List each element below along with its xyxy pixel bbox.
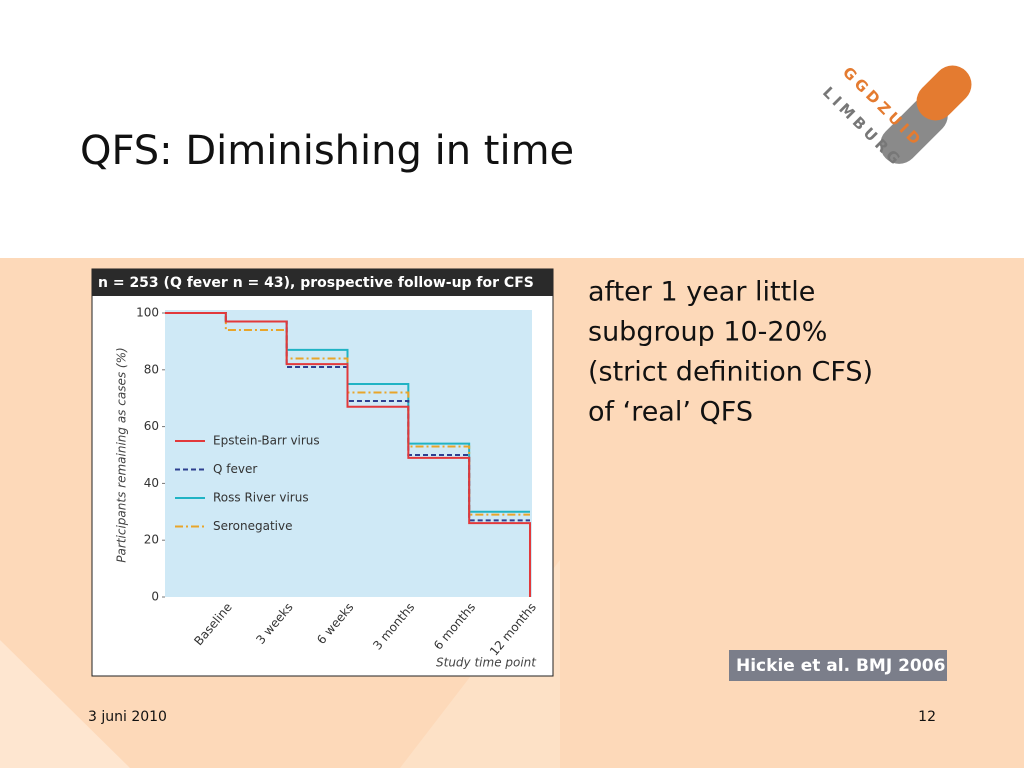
y-tick-label: 100 — [136, 306, 159, 320]
chart-title: n = 253 (Q fever n = 43), prospective fo… — [98, 275, 534, 291]
bullet-line: subgroup 10-20% — [588, 317, 827, 348]
slide-title: QFS: Diminishing in time — [80, 128, 574, 174]
y-axis-label: Participants remaining as cases (%) — [115, 347, 129, 562]
page-number: 12 — [918, 709, 936, 725]
y-tick-label: 40 — [144, 476, 159, 490]
bullet-line: (strict definition CFS) — [588, 357, 873, 388]
legend-label: Q fever — [213, 462, 257, 476]
y-tick-label: 20 — [144, 533, 159, 547]
citation-box — [729, 650, 947, 681]
y-tick-label: 80 — [144, 362, 159, 376]
legend-label: Epstein-Barr virus — [213, 434, 320, 448]
decor — [0, 640, 130, 768]
legend-label: Seronegative — [213, 519, 293, 533]
footer-date: 3 juni 2010 — [88, 709, 167, 725]
bullet-line: of ‘real’ QFS — [588, 397, 753, 428]
citation: Hickie et al. BMJ 2006 — [736, 656, 945, 676]
legend-label: Ross River virus — [213, 491, 309, 505]
y-tick-label: 0 — [151, 590, 159, 604]
y-tick-label: 60 — [144, 419, 159, 433]
chart-title-bar — [92, 269, 553, 296]
logo-shape — [916, 65, 972, 121]
bullet-line: after 1 year little — [588, 277, 815, 308]
step-line — [165, 312, 531, 597]
x-axis-label: Study time point — [436, 656, 537, 670]
